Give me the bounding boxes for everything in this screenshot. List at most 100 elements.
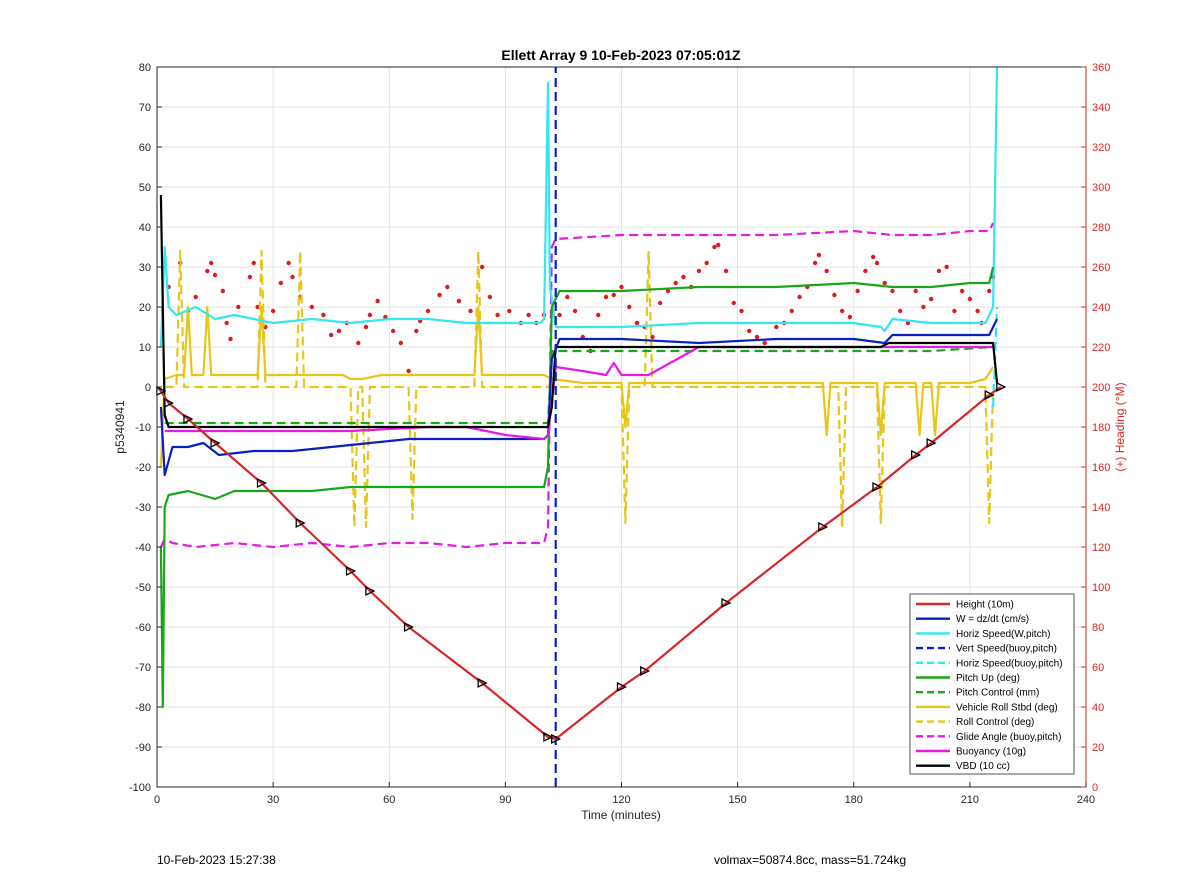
y-tick-label: 40	[139, 222, 151, 234]
height-marker	[911, 449, 922, 461]
heading-dot	[507, 308, 512, 314]
series-line	[159, 305, 995, 468]
legend-label: Vehicle Roll Stbd (deg)	[956, 702, 1058, 713]
heading-dot	[596, 312, 601, 318]
series-line	[156, 386, 1002, 741]
height-markers	[156, 381, 1007, 745]
y-right-tick-label: 340	[1092, 102, 1110, 114]
heading-dot	[611, 292, 616, 298]
heading-dot	[747, 328, 752, 334]
legend-items: Height (10m) W = dz/dt (cm/s) Horiz Speed(…	[916, 600, 1063, 772]
heading-dot	[855, 288, 860, 294]
height-marker	[926, 437, 937, 449]
heading-dot	[627, 304, 632, 310]
y-tick-label: -70	[135, 662, 151, 674]
footer-timestamp: 10-Feb-2023 15:27:38	[157, 853, 276, 867]
legend-label: Glide Angle (buoy,pitch)	[956, 732, 1061, 743]
height-marker	[818, 521, 829, 533]
y-right-tick-label: 40	[1092, 702, 1104, 714]
heading-dot	[487, 294, 493, 300]
x-tick-label: 90	[499, 794, 511, 806]
heading-dot	[863, 268, 868, 274]
y-tick-label: -40	[135, 542, 151, 554]
legend-label: Height (10m)	[956, 600, 1014, 611]
heading-dot	[905, 320, 911, 326]
heading-dot	[390, 328, 396, 334]
heading-dot	[414, 328, 419, 334]
heading-dot	[832, 292, 837, 298]
heading-dot	[495, 312, 500, 318]
heading-dot	[952, 308, 957, 314]
heading-dot	[236, 304, 241, 310]
heading-dot	[367, 312, 373, 318]
height-marker	[163, 397, 175, 409]
heading-dot	[762, 340, 767, 346]
heading-dot	[321, 312, 326, 318]
heading-dot	[650, 334, 655, 340]
y-right-tick-label: 240	[1092, 302, 1110, 314]
heading-dot	[936, 268, 942, 274]
series-line	[159, 194, 999, 429]
heading-dot	[704, 260, 709, 266]
heading-dot	[665, 288, 671, 294]
heading-dot	[363, 324, 369, 330]
y-tick-label: 0	[145, 382, 151, 394]
legend-label: Roll Control (deg)	[956, 717, 1034, 728]
heading-dot	[967, 296, 973, 302]
heading-dot	[270, 308, 276, 314]
heading-dot	[975, 308, 980, 314]
legend: Height (10m) W = dz/dt (cm/s) Horiz Speed(…	[909, 593, 1075, 775]
heading-dot	[619, 284, 624, 290]
y-tick-label: -90	[135, 742, 151, 754]
height-marker	[295, 517, 306, 529]
legend-label: Horiz Speed(W,pitch)	[956, 629, 1050, 640]
y-right-tick-label: 260	[1092, 262, 1110, 274]
heading-dot	[603, 294, 609, 300]
height-marker	[403, 621, 415, 633]
y-tick-label: 10	[139, 342, 151, 354]
series-line	[159, 266, 995, 709]
heading-dot	[251, 260, 256, 266]
height-marker	[210, 437, 221, 449]
height-marker	[551, 733, 562, 745]
y-right-tick-label: 140	[1092, 502, 1110, 514]
heading-dot	[839, 308, 845, 314]
y-right-tick-label: 300	[1092, 182, 1110, 194]
height-marker	[365, 585, 376, 597]
heading-dot	[754, 334, 760, 340]
y-right-tick-label: 0	[1092, 782, 1098, 794]
heading-dot	[987, 288, 992, 294]
heading-dot	[847, 314, 853, 320]
series-line	[164, 249, 995, 529]
heading-dot	[375, 298, 380, 304]
heading-dot	[812, 260, 818, 266]
y-right-tick-label: 160	[1092, 462, 1110, 474]
heading-dot	[739, 308, 744, 314]
heading-dot	[328, 332, 334, 338]
heading-dot	[890, 288, 895, 294]
y-right-tick-label: 360	[1092, 62, 1110, 74]
heading-dot	[406, 368, 411, 374]
heading-dot	[247, 274, 253, 280]
heading-dot	[255, 304, 260, 310]
heading-dot	[774, 324, 779, 330]
x-tick-label: 30	[267, 794, 279, 806]
y-right-tick-label: 180	[1092, 422, 1110, 434]
series-line	[159, 318, 998, 477]
heading-dot	[278, 280, 284, 286]
legend-label: Pitch Control (mm)	[956, 688, 1039, 699]
heading-dot	[309, 304, 315, 310]
x-tick-label: 210	[961, 794, 979, 806]
height-marker	[640, 665, 651, 677]
y-axis-label-right: (+) Heading (°M)	[1113, 382, 1127, 471]
legend-box	[909, 593, 1075, 775]
y-right-tick-label: 220	[1092, 342, 1110, 354]
heading-dot	[228, 336, 233, 342]
y-tick-label: -80	[135, 702, 151, 714]
heading-dot	[913, 288, 918, 294]
heading-dot	[870, 254, 876, 260]
heading-dot	[224, 320, 229, 326]
heading-dot	[193, 294, 198, 300]
y-tick-label: 30	[139, 262, 151, 274]
